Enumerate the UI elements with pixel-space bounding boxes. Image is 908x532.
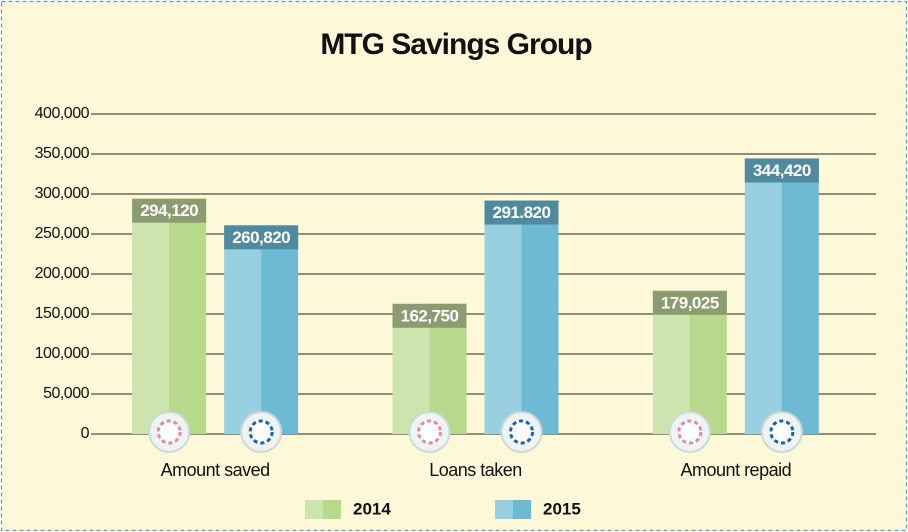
bar	[224, 225, 299, 434]
y-tick-label: 100,000	[35, 345, 90, 362]
label-box	[744, 158, 819, 183]
y-tick-label: 300,000	[35, 185, 90, 202]
label-box	[132, 198, 207, 223]
y-tick-label: 350,000	[35, 145, 90, 162]
icon-ball	[248, 419, 274, 445]
value-label: 291.820	[493, 203, 551, 222]
icon-ball	[677, 419, 703, 445]
y-tick-label: 0	[81, 425, 90, 442]
chart-title: MTG Savings Group	[320, 28, 592, 61]
label-box	[224, 225, 299, 250]
y-tick-label: 150,000	[35, 305, 90, 322]
x-tick-label: Amount saved	[161, 460, 270, 480]
value-label: 344,420	[753, 161, 811, 180]
icon-ball	[509, 419, 534, 445]
legend-swatch	[305, 500, 341, 519]
bar-highlight	[224, 225, 262, 434]
value-label: 294,120	[140, 201, 198, 220]
x-tick-label: Amount repaid	[681, 460, 792, 480]
bar	[132, 198, 207, 434]
value-label: 260,820	[232, 228, 290, 247]
bar	[484, 200, 559, 434]
value-label: 179,025	[661, 293, 719, 312]
label-box	[484, 200, 559, 225]
y-tick-label: 400,000	[35, 105, 90, 122]
label-box	[392, 303, 467, 328]
legend-swatch	[495, 500, 531, 519]
legend-swatch-highlight	[305, 500, 323, 519]
legend-label: 2014	[353, 499, 391, 518]
x-tick-label: Loans taken	[429, 460, 522, 480]
bar	[744, 158, 819, 435]
y-tick-label: 200,000	[35, 265, 90, 282]
value-label: 162,750	[401, 306, 459, 325]
label-box	[652, 290, 727, 315]
bar-highlight	[744, 158, 782, 435]
y-tick-label: 250,000	[35, 225, 90, 242]
legend-swatch-highlight	[495, 500, 513, 519]
bar-highlight	[132, 198, 170, 434]
legend-label: 2015	[543, 499, 581, 518]
bar-highlight	[484, 200, 522, 434]
icon-ball	[417, 419, 442, 445]
y-tick-label: 50,000	[43, 385, 90, 402]
icon-ball	[156, 419, 182, 445]
icon-ball	[769, 419, 795, 445]
